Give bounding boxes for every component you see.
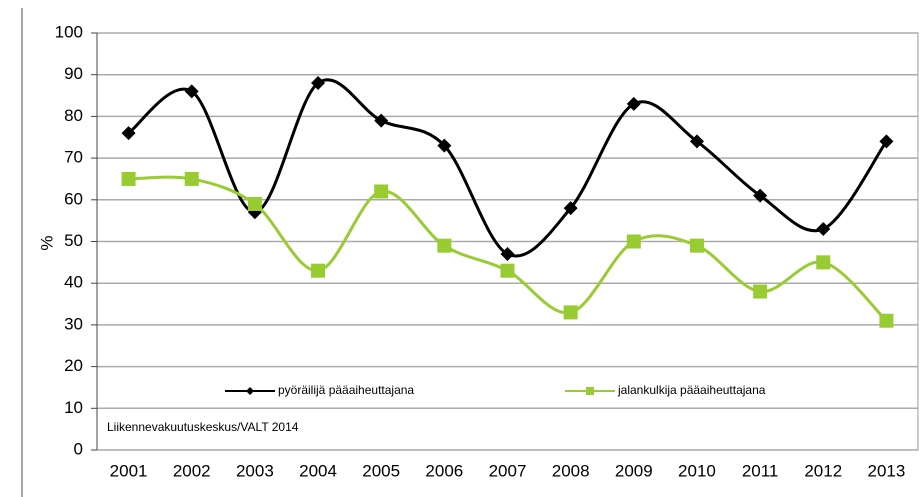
marker [563,201,578,216]
x-tick-label: 2002 [173,461,211,480]
x-tick-label: 2008 [552,461,590,480]
marker [563,305,578,320]
marker [311,76,326,91]
marker [437,138,452,153]
marker [374,113,389,128]
series-line [127,78,888,258]
marker [121,171,136,186]
marker [184,171,199,186]
marker [879,313,894,328]
y-tick-label: 100 [55,22,83,41]
y-axis-label: % [37,235,56,250]
marker [689,238,704,253]
y-tick-label: 0 [74,439,83,458]
x-tick-label: 2010 [678,461,716,480]
legend-marker [586,387,594,395]
x-tick-label: 2007 [489,461,527,480]
y-tick-label: 30 [64,314,83,333]
annotation: Liikennevakuutuskeskus/VALT 2014 [107,420,299,434]
marker [689,134,704,149]
marker [626,96,641,111]
marker [816,255,831,270]
y-tick-label: 60 [64,189,83,208]
marker [374,184,389,199]
legend-label: jalankulkija pääaiheuttajana [617,383,766,397]
y-tick-label: 80 [64,106,83,125]
y-tick-label: 70 [64,148,83,167]
x-tick-label: 2012 [804,461,842,480]
marker [626,234,641,249]
x-tick-label: 2004 [299,461,337,480]
marker [247,196,262,211]
x-tick-label: 2011 [742,461,779,480]
marker [753,188,768,203]
marker [879,134,894,149]
marker [437,238,452,253]
marker [816,221,831,236]
marker [500,247,515,262]
y-tick-label: 20 [64,356,83,375]
x-tick-label: 2013 [868,461,906,480]
y-tick-label: 40 [64,273,83,292]
x-tick-label: 2003 [236,461,274,480]
legend-label: pyöräilijä pääaiheuttajana [278,383,414,397]
y-tick-label: 50 [64,231,83,250]
marker [311,263,326,278]
y-tick-label: 10 [64,398,83,417]
x-tick-label: 2005 [362,461,400,480]
marker [753,284,768,299]
x-tick-label: 2006 [425,461,463,480]
marker [121,126,136,141]
x-tick-label: 2001 [110,461,148,480]
marker [500,263,515,278]
y-tick-label: 90 [64,64,83,83]
x-tick-label: 2009 [615,461,653,480]
legend-marker [246,387,254,395]
marker [184,84,199,99]
